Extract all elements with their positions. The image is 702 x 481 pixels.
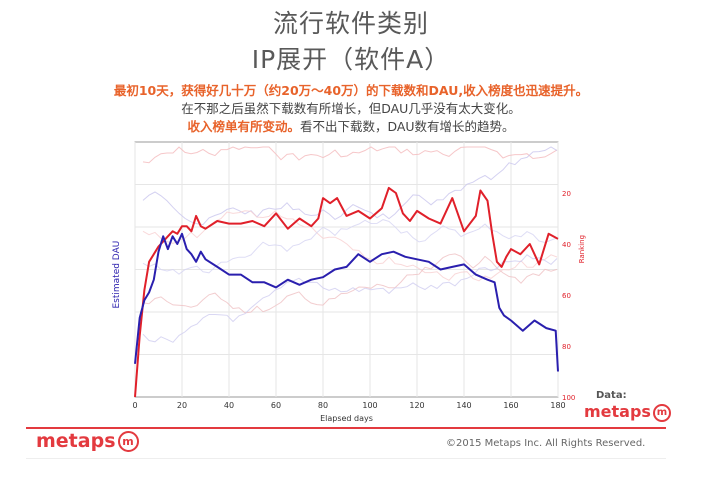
description-line-1: 最初10天，获得好几十万（约20万～40万）的下载数和DAU,收入榜度也迅速提升…	[113, 83, 589, 98]
brand-text-large: metaps	[36, 430, 116, 452]
ranking-line	[134, 186, 559, 398]
dau-ranking-chart: 0 20 40 60 80 100 120 140 160 180 20 40 60 80 100 Elap…	[112, 141, 586, 423]
y2-tick-label: 80	[562, 343, 571, 351]
x-tick-label: 160	[503, 401, 518, 410]
background-trace	[142, 254, 558, 343]
background-trace	[142, 219, 558, 275]
x-tick-label: 180	[550, 401, 565, 410]
dau-line	[134, 232, 559, 372]
bottom-rule	[26, 458, 666, 459]
x-tick-label: 40	[224, 401, 234, 410]
description-line-2: 在不那之后虽然下载数有所增长，但DAU几乎没有太大变化。	[181, 101, 521, 116]
description-line-3: 收入榜单有所变动。看不出下载数，DAU数有增长的趋势。	[0, 116, 702, 135]
y-axis-label: Estimated DAU	[112, 241, 122, 309]
data-source-label: Data:	[596, 390, 627, 401]
page-title: 流行软件类别	[272, 9, 429, 38]
footer-divider	[26, 427, 666, 429]
series-layer	[134, 186, 559, 398]
background-trace	[142, 146, 558, 226]
y2-axis-label: Ranking	[578, 235, 586, 263]
y2-tick-label: 100	[562, 394, 575, 402]
background-trace	[142, 253, 558, 314]
x-axis-label: Elapsed days	[320, 414, 373, 423]
x-tick-label: 120	[409, 401, 424, 410]
x-tick-label: 0	[132, 401, 137, 410]
x-tick-label: 80	[318, 401, 328, 410]
x-tick-label: 100	[362, 401, 377, 410]
description-highlight: 收入榜单有所变动。	[187, 119, 300, 134]
metaps-logo-small: metaps m	[584, 402, 671, 422]
background-trace	[142, 146, 558, 164]
x-tick-label: 140	[456, 401, 471, 410]
page-subtitle: IP展开（软件A）	[251, 45, 451, 74]
tick-labels: 0 20 40 60 80 100 120 140 160 180 20 40 60 80 100	[132, 190, 575, 410]
brand-text-small: metaps	[584, 402, 651, 421]
y2-tick-label: 40	[562, 241, 571, 249]
metaps-logo-large: metaps m	[36, 430, 139, 452]
description-rest: 看不出下载数，DAU数有增长的趋势。	[299, 119, 515, 134]
y2-tick-label: 20	[562, 190, 571, 198]
x-tick-label: 20	[177, 401, 187, 410]
y2-tick-label: 60	[562, 292, 571, 300]
metaps-m-icon: m	[652, 403, 671, 422]
x-tick-label: 60	[271, 401, 281, 410]
metaps-m-icon: m	[117, 431, 139, 452]
copyright-text: ©2015 Metaps Inc. All Rights Reserved.	[446, 438, 646, 449]
